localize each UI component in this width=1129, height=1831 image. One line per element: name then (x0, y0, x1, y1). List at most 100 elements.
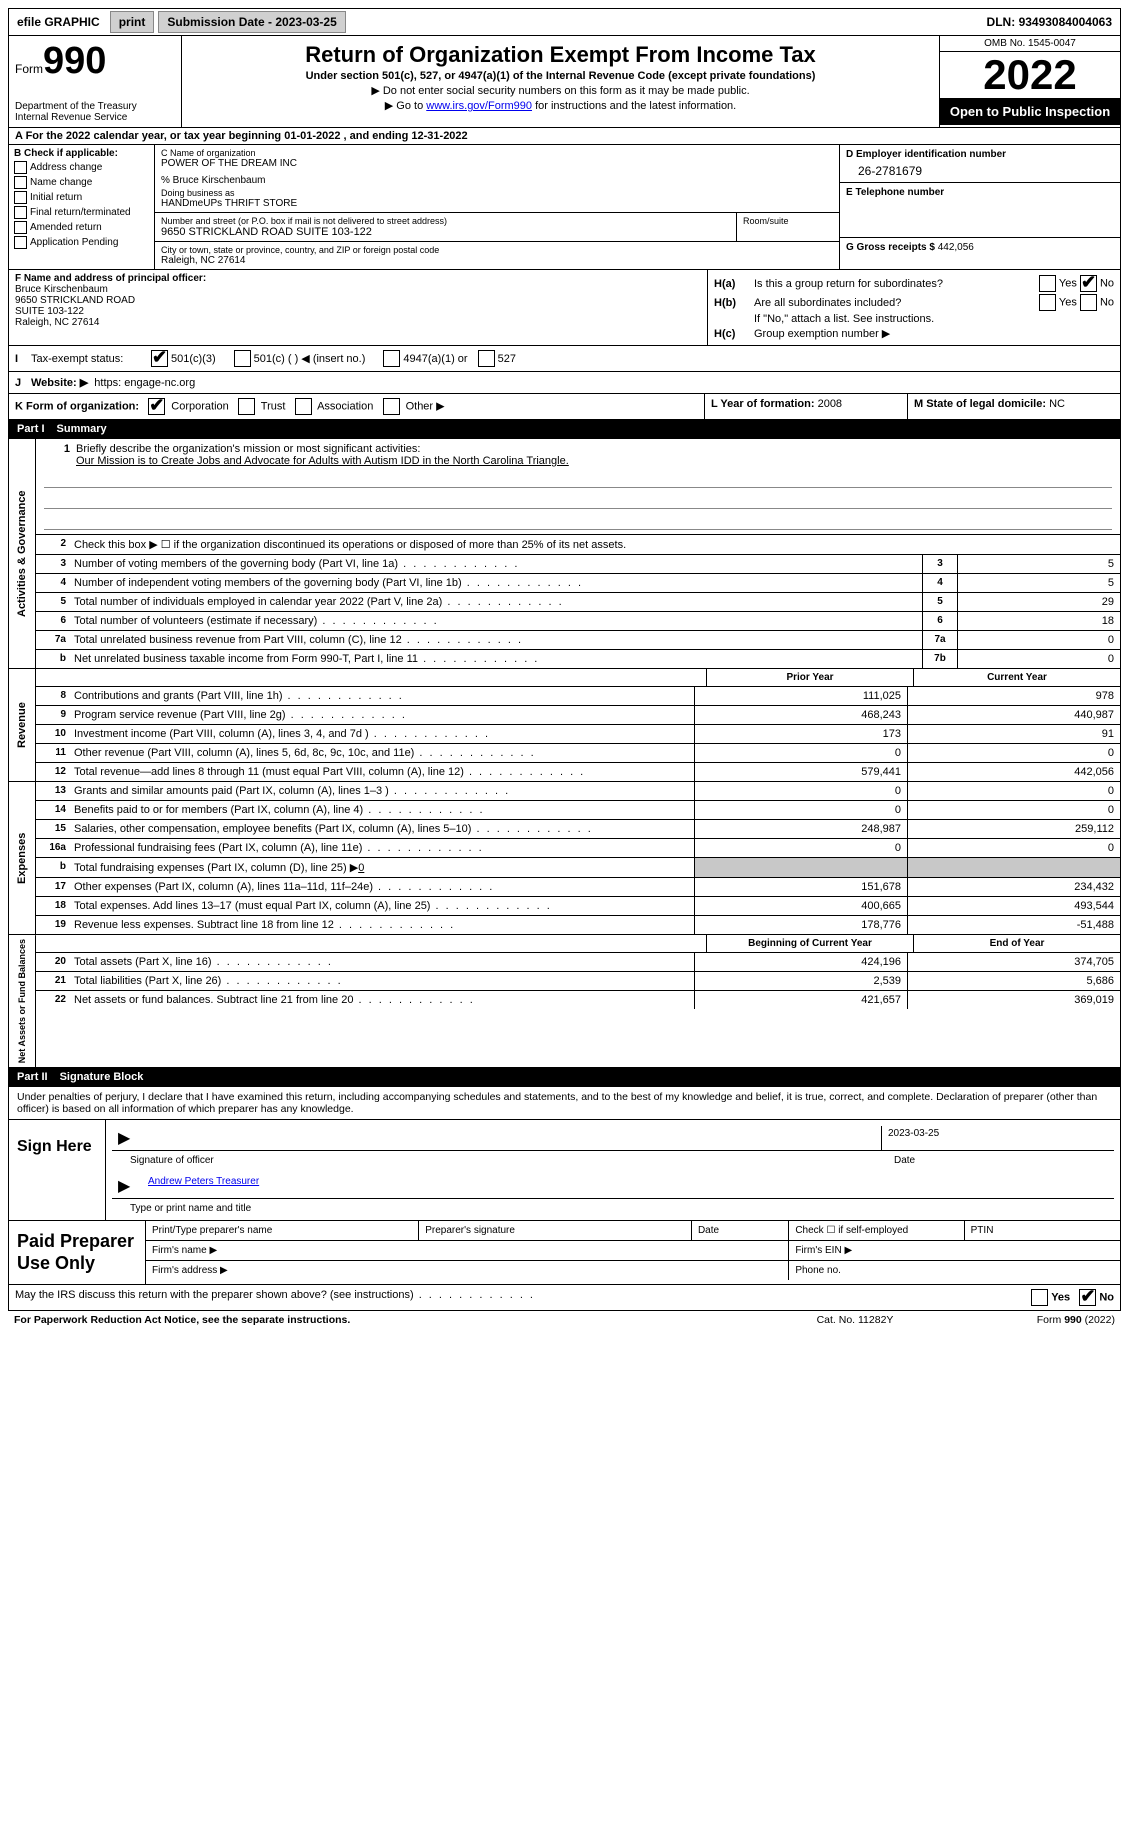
domicile-value: NC (1049, 398, 1065, 410)
line1-num: 1 (44, 443, 76, 455)
dba-name: HANDmeUPs THRIFT STORE (161, 198, 833, 209)
row-j-label: J (15, 377, 31, 389)
row-m: M State of legal domicile: NC (908, 394, 1120, 419)
prep-self-employed: Check ☐ if self-employed (789, 1221, 964, 1241)
firm-ein-label: Firm's EIN ▶ (789, 1241, 1120, 1261)
current-year-header: Current Year (913, 669, 1120, 686)
cb-corporation[interactable] (148, 398, 165, 415)
dln: DLN: 93493084004063 (979, 12, 1120, 32)
expense-line-16a: 16aProfessional fundraising fees (Part I… (36, 839, 1120, 858)
irs-link[interactable]: www.irs.gov/Form990 (426, 100, 532, 112)
sign-content: ▶ 2023-03-25 Signature of officer Date ▶… (106, 1120, 1120, 1220)
tax-year: 2022 (940, 52, 1120, 98)
sign-here-label: Sign Here (9, 1120, 106, 1220)
hb-yes-cb[interactable] (1039, 294, 1056, 311)
hc-row: H(c) Group exemption number ▶ (714, 327, 1114, 340)
footer-left: For Paperwork Reduction Act Notice, see … (14, 1314, 755, 1326)
year-formation-value: 2008 (818, 398, 842, 410)
expenses-section: Expenses 13Grants and similar amounts pa… (8, 782, 1121, 935)
cb-initial-return[interactable]: Initial return (14, 191, 149, 204)
hb-no-cb[interactable] (1080, 294, 1097, 311)
part-ii-label: Part II (17, 1071, 48, 1083)
officer-label: F Name and address of principal officer: (15, 273, 206, 284)
cb-527[interactable] (478, 350, 495, 367)
arrow-icon-2: ▶ (112, 1174, 142, 1198)
cb-amended-return[interactable]: Amended return (14, 221, 149, 234)
line3: 3Number of voting members of the governi… (36, 555, 1120, 574)
footer-right: Form 990 (2022) (955, 1314, 1115, 1326)
sig-labels-2: Type or print name and title (112, 1203, 1114, 1214)
discuss-no-cb[interactable] (1079, 1289, 1096, 1306)
row-a-pre: A For the 2022 calendar year, or tax yea… (15, 130, 284, 142)
expenses-lines: 13Grants and similar amounts paid (Part … (36, 782, 1120, 934)
print-button[interactable]: print (110, 11, 155, 33)
header-right: OMB No. 1545-0047 2022 Open to Public In… (940, 36, 1120, 127)
paid-preparer-block: Paid Preparer Use Only Print/Type prepar… (8, 1221, 1121, 1285)
discuss-yes-cb[interactable] (1031, 1289, 1048, 1306)
org-name: POWER OF THE DREAM INC (161, 158, 833, 169)
cb-final-return[interactable]: Final return/terminated (14, 206, 149, 219)
ein-value: 26-2781679 (846, 160, 1114, 178)
part-i-title: Summary (57, 423, 107, 435)
revenue-line-10: 10Investment income (Part VIII, column (… (36, 725, 1120, 744)
line2-num: 2 (36, 535, 70, 554)
ha-no-cb[interactable] (1080, 275, 1097, 292)
street-label: Number and street (or P.O. box if mail i… (161, 216, 730, 226)
part-i-label: Part I (17, 423, 45, 435)
vlabel-expenses: Expenses (9, 782, 36, 934)
row-i-text: Tax-exempt status: (31, 353, 151, 365)
expense-line-19: 19Revenue less expenses. Subtract line 1… (36, 916, 1120, 934)
cb-name-change[interactable]: Name change (14, 176, 149, 189)
col-c-org-info: C Name of organization POWER OF THE DREA… (155, 145, 839, 269)
cb-application-pending[interactable]: Application Pending (14, 236, 149, 249)
city-value: Raleigh, NC 27614 (161, 255, 833, 266)
cb-4947[interactable] (383, 350, 400, 367)
hb-note-row: If "No," attach a list. See instructions… (714, 313, 1114, 325)
line2-text: Check this box ▶ ☐ if the organization d… (70, 535, 1120, 554)
website-url: https: engage-nc.org (94, 377, 195, 389)
discuss-yn: Yes No (1031, 1289, 1114, 1306)
form-header: Form990 Department of the Treasury Inter… (8, 36, 1121, 128)
col-h-group: H(a) Is this a group return for subordin… (708, 270, 1120, 345)
line1-text: Briefly describe the organization's miss… (76, 443, 420, 455)
dba-label: Doing business as (161, 188, 833, 198)
sig-officer-label: Signature of officer (130, 1155, 894, 1166)
hc-question: Group exemption number ▶ (754, 327, 1114, 340)
cb-trust[interactable] (238, 398, 255, 415)
vlabel-revenue: Revenue (9, 669, 36, 781)
street-block: Number and street (or P.O. box if mail i… (155, 213, 839, 241)
firm-name-label: Firm's name ▶ (146, 1241, 789, 1261)
revenue-line-8: 8Contributions and grants (Part VIII, li… (36, 687, 1120, 706)
sig-labels-1: Signature of officer Date (112, 1155, 1114, 1166)
cb-association[interactable] (295, 398, 312, 415)
type-print-label: Type or print name and title (130, 1203, 251, 1214)
officer-name: Bruce Kirschenbaum (15, 284, 108, 295)
part-ii-title: Signature Block (60, 1071, 144, 1083)
hb-row: H(b) Are all subordinates included? Yes … (714, 294, 1114, 311)
gross-label: G Gross receipts $ (846, 242, 935, 253)
prior-year-header: Prior Year (706, 669, 913, 686)
ha-yes-cb[interactable] (1039, 275, 1056, 292)
street-value: 9650 STRICKLAND ROAD SUITE 103-122 (161, 226, 730, 238)
cb-other[interactable] (383, 398, 400, 415)
goto-note: ▶ Go to www.irs.gov/Form990 for instruct… (188, 99, 933, 112)
governance-lines: 1 Briefly describe the organization's mi… (36, 439, 1120, 668)
revenue-line-9: 9Program service revenue (Part VIII, lin… (36, 706, 1120, 725)
dept-treasury: Department of the Treasury (15, 101, 175, 112)
row-a-begin: 01-01-2022 (284, 130, 340, 142)
row-k-label: K Form of organization: (15, 400, 139, 412)
efile-label: efile GRAPHIC (9, 12, 108, 32)
submission-date-button[interactable]: Submission Date - 2023-03-25 (158, 11, 345, 33)
mission-blank1 (44, 473, 1112, 488)
signer-name[interactable]: Andrew Peters Treasurer (148, 1176, 259, 1187)
officer-addr1: 9650 STRICKLAND ROAD (15, 295, 135, 306)
ha-yn: Yes No (1039, 275, 1114, 292)
ssn-note: ▶ Do not enter social security numbers o… (188, 84, 933, 97)
open-inspection: Open to Public Inspection (940, 98, 1120, 125)
firm-addr-label: Firm's address ▶ (146, 1261, 789, 1281)
cb-address-change[interactable]: Address change (14, 161, 149, 174)
cb-501c[interactable] (234, 350, 251, 367)
line6: 6Total number of volunteers (estimate if… (36, 612, 1120, 631)
cb-501c3[interactable] (151, 350, 168, 367)
phone-block: E Telephone number (840, 183, 1120, 238)
